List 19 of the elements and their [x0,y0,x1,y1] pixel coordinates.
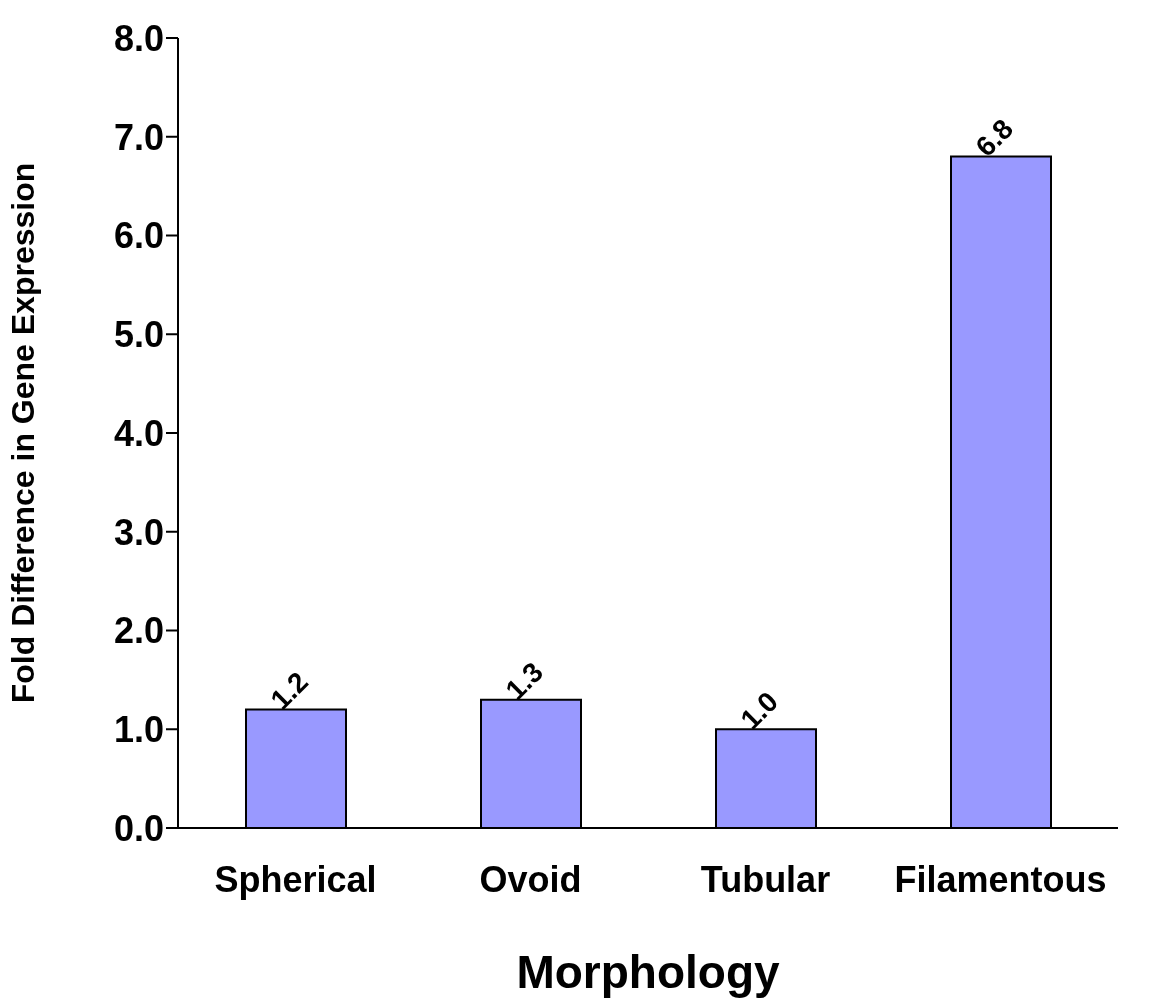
y-tick-label: 5.0 [113,314,164,356]
data-label: 1.3 [499,656,550,706]
x-tick-label: Tubular [700,858,831,900]
x-tick-label: Ovoid [479,858,582,900]
y-tick-label: 4.0 [113,412,164,454]
y-tick-label: 0.0 [113,807,164,849]
data-label: 1.0 [734,685,785,736]
y-tick-label: 8.0 [113,17,164,59]
y-tick-label: 6.0 [113,215,164,257]
y-tick-label: 2.0 [113,610,164,652]
y-tick-label: 3.0 [113,511,164,553]
y-tick-label: 1.0 [113,709,164,751]
y-tick-label: 7.0 [113,116,164,158]
data-label: 1.2 [264,666,315,716]
x-tick-label: Spherical [214,858,377,900]
x-tick-label: Filamentous [894,858,1107,900]
x-axis-title: Morphology [516,946,780,998]
y-axis-title: Fold Difference in Gene Expression [5,162,42,704]
data-label: 6.8 [969,113,1020,163]
